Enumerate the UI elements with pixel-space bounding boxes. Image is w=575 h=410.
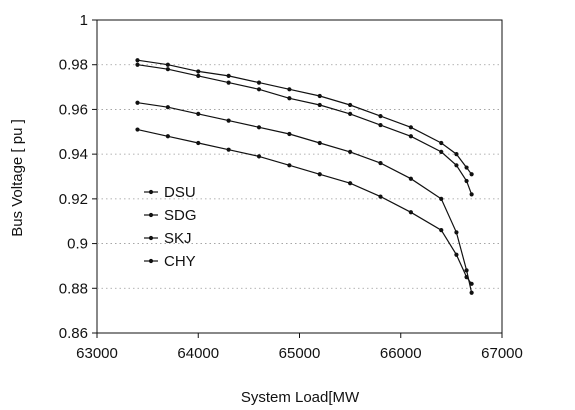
series-group bbox=[135, 58, 474, 295]
data-point-skj-1 bbox=[165, 105, 170, 110]
x-tick-label-0: 63000 bbox=[76, 345, 118, 362]
data-point-chy-12 bbox=[464, 275, 469, 280]
data-point-dsu-4 bbox=[256, 80, 262, 85]
legend-label-dsu: DSU bbox=[164, 184, 196, 201]
data-point-sdg-9 bbox=[408, 134, 413, 139]
legend: DSU SDG SKJ CHY bbox=[144, 184, 197, 270]
y-axis-ticks: 0.86 0.88 0.9 0.92 0.94 0.96 0.98 1 bbox=[59, 12, 97, 342]
data-point-skj-6 bbox=[317, 140, 322, 146]
data-point-chy-8 bbox=[378, 194, 383, 199]
y-tick-label-1: 0.88 bbox=[59, 280, 88, 297]
data-point-chy-0 bbox=[135, 127, 140, 132]
data-point-dsu-11 bbox=[454, 152, 459, 157]
data-point-sdg-0 bbox=[135, 62, 140, 67]
y-axis-title: Bus Voltage [ pu ] bbox=[9, 119, 26, 237]
data-point-sdg-3 bbox=[226, 80, 231, 85]
legend-item-sdg: SDG bbox=[144, 207, 197, 224]
data-point-dsu-10 bbox=[439, 140, 444, 146]
legend-marker-sdg bbox=[148, 212, 154, 218]
data-point-dsu-7 bbox=[348, 102, 353, 108]
plot-frame-group bbox=[96, 19, 503, 334]
data-point-dsu-2 bbox=[196, 69, 201, 74]
y-tick-label-3: 0.92 bbox=[59, 191, 88, 208]
data-point-dsu-5 bbox=[287, 87, 292, 92]
x-tick-label-3: 66000 bbox=[380, 345, 422, 362]
legend-item-dsu: DSU bbox=[144, 184, 196, 201]
data-point-dsu-9 bbox=[408, 125, 413, 130]
x-tick-label-1: 64000 bbox=[177, 345, 219, 362]
y-tick-label-5: 0.96 bbox=[59, 101, 88, 118]
data-point-sdg-7 bbox=[348, 111, 353, 116]
series-chy bbox=[135, 127, 474, 286]
x-tick-label-4: 67000 bbox=[481, 345, 523, 362]
data-point-dsu-13 bbox=[469, 172, 474, 177]
legend-marker-dsu bbox=[148, 189, 154, 195]
y-tick-label-0: 0.86 bbox=[59, 325, 88, 342]
data-point-sdg-1 bbox=[165, 67, 170, 72]
plot-area bbox=[96, 19, 503, 334]
legend-label-sdg: SDG bbox=[164, 207, 197, 224]
data-point-skj-2 bbox=[196, 111, 201, 116]
y-tick-label-7: 1 bbox=[80, 12, 88, 29]
data-point-chy-10 bbox=[439, 228, 444, 233]
legend-item-skj: SKJ bbox=[144, 230, 192, 247]
data-point-dsu-8 bbox=[378, 114, 383, 119]
data-point-dsu-1 bbox=[165, 62, 170, 67]
data-point-chy-7 bbox=[348, 181, 353, 186]
data-point-chy-4 bbox=[256, 154, 262, 159]
data-point-dsu-3 bbox=[226, 73, 231, 78]
series-dsu bbox=[135, 58, 474, 177]
data-point-skj-11 bbox=[454, 230, 459, 235]
data-point-sdg-4 bbox=[256, 87, 262, 92]
series-sdg bbox=[135, 62, 474, 197]
series-line-chy bbox=[137, 129, 473, 285]
y-tick-label-4: 0.94 bbox=[59, 146, 88, 163]
data-point-skj-10 bbox=[439, 196, 444, 201]
x-axis-ticks: 63000 64000 65000 66000 67000 bbox=[76, 333, 523, 362]
data-point-sdg-12 bbox=[464, 178, 469, 184]
y-tick-label-2: 0.9 bbox=[67, 236, 88, 253]
y-tick-label-6: 0.98 bbox=[59, 57, 88, 74]
x-tick-label-2: 65000 bbox=[279, 345, 321, 362]
data-point-skj-0 bbox=[135, 100, 140, 105]
series-skj bbox=[135, 100, 474, 295]
series-line-skj bbox=[137, 102, 473, 293]
data-point-sdg-11 bbox=[454, 163, 459, 168]
data-point-sdg-10 bbox=[439, 149, 444, 155]
data-point-chy-11 bbox=[454, 252, 459, 257]
data-point-skj-9 bbox=[408, 176, 413, 181]
legend-item-chy: CHY bbox=[144, 253, 196, 270]
data-point-dsu-12 bbox=[464, 165, 469, 170]
data-point-dsu-0 bbox=[135, 58, 140, 63]
legend-label-chy: CHY bbox=[164, 253, 196, 270]
data-point-skj-13 bbox=[469, 290, 474, 295]
x-axis-title: System Load[MW bbox=[241, 389, 360, 406]
legend-label-skj: SKJ bbox=[164, 230, 192, 247]
data-point-chy-9 bbox=[408, 210, 413, 215]
data-point-dsu-6 bbox=[317, 93, 322, 99]
data-point-sdg-2 bbox=[196, 73, 201, 78]
legend-marker-skj bbox=[148, 235, 154, 241]
data-point-sdg-6 bbox=[317, 102, 322, 108]
data-point-skj-7 bbox=[348, 149, 353, 155]
data-point-skj-8 bbox=[378, 160, 383, 166]
series-line-sdg bbox=[137, 64, 473, 195]
data-point-skj-4 bbox=[256, 125, 262, 130]
data-point-chy-2 bbox=[196, 140, 201, 146]
data-point-skj-5 bbox=[287, 131, 292, 137]
data-point-sdg-5 bbox=[287, 96, 292, 101]
data-point-chy-6 bbox=[317, 172, 322, 177]
data-point-chy-3 bbox=[226, 147, 231, 152]
data-point-sdg-13 bbox=[469, 192, 474, 197]
data-point-skj-12 bbox=[464, 268, 469, 273]
data-point-chy-13 bbox=[469, 281, 474, 286]
data-point-sdg-8 bbox=[378, 122, 383, 128]
data-point-skj-3 bbox=[226, 118, 231, 123]
data-point-chy-1 bbox=[165, 134, 170, 139]
series-line-dsu bbox=[137, 59, 473, 175]
legend-marker-chy bbox=[148, 258, 154, 264]
data-point-chy-5 bbox=[287, 163, 292, 168]
